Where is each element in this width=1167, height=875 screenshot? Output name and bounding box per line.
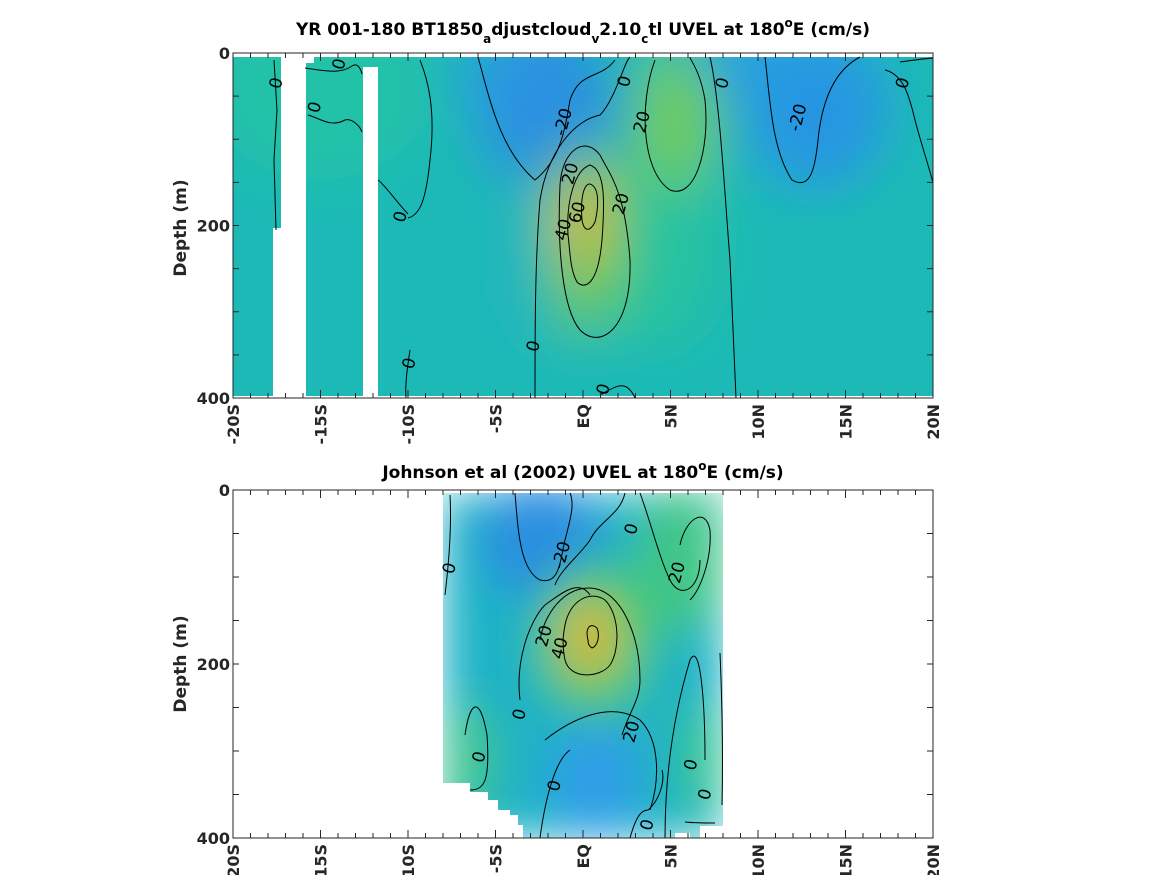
contour-label: 0 (621, 521, 643, 537)
x-tick-label: 20N (924, 404, 943, 440)
panel-2-title: Johnson et al (2002) UVEL at 180oE (cm/s… (381, 459, 783, 483)
x-tick-label: -5S (487, 844, 506, 873)
panel-1-contours (273, 56, 933, 398)
x-tick-label: -20S (224, 404, 243, 444)
x-tick-label: 15N (837, 844, 856, 875)
panel-2-axes: -20S -15S -10S -5S EQ 5N 10N 15N 20N 0 200 400 (197, 481, 943, 875)
x-tick-label: -15S (312, 844, 331, 875)
panel-1-y-axis-label: Depth (m) (171, 179, 191, 276)
x-tick-label: -20S (224, 844, 243, 875)
contour-label: 0 (544, 778, 566, 794)
x-tick-label: 10N (749, 404, 768, 440)
panel-2-y-axis-label: Depth (m) (171, 615, 191, 712)
panel-2-heatmap (233, 490, 933, 838)
x-tick-label: 15N (837, 404, 856, 440)
y-tick-label: 400 (197, 389, 230, 408)
contour-label: 0 (439, 560, 461, 576)
panel-2-contours (444, 492, 723, 838)
x-tick-label: -15S (312, 404, 331, 444)
x-tick-label: -10S (399, 844, 418, 875)
x-tick-label: 10N (749, 844, 768, 875)
contour-label: 0 (399, 356, 421, 372)
contour-label: 0 (469, 749, 491, 765)
contour-label: 0 (694, 787, 716, 803)
contour-label: 0 (304, 100, 326, 116)
y-tick-label: 400 (197, 829, 230, 848)
y-tick-label: 200 (197, 217, 230, 236)
panel-1: YR 001-180 BT1850adjustcloudv2.10ctl UVE… (171, 16, 943, 444)
x-tick-label: 5N (662, 844, 681, 869)
x-tick-label: EQ (574, 844, 593, 869)
y-tick-label: 0 (219, 481, 230, 500)
contour-label: 0 (523, 338, 545, 354)
contour-label: 0 (614, 74, 636, 90)
panel-1-heatmap (233, 53, 933, 398)
x-tick-label: -5S (487, 404, 506, 433)
contour-label: 0 (712, 75, 734, 91)
contour-label: 0 (680, 757, 702, 773)
contour-label: 0 (892, 75, 914, 91)
x-tick-label: 20N (924, 844, 943, 875)
contour-label: 0 (637, 817, 659, 833)
contour-label: 0 (329, 56, 351, 72)
panel-2: Johnson et al (2002) UVEL at 180oE (cm/s… (171, 459, 943, 875)
x-tick-label: 5N (662, 404, 681, 429)
contour-label: 0 (593, 382, 615, 398)
contour-label: 0 (390, 209, 412, 225)
panel-1-title: YR 001-180 BT1850adjustcloudv2.10ctl UVE… (295, 16, 870, 46)
x-tick-label: EQ (574, 404, 593, 429)
contour-label: 0 (266, 75, 288, 91)
y-tick-label: 0 (219, 44, 230, 63)
panel-1-axes: -20S -15S -10S -5S EQ 5N 10N 15N 20N 0 200 400 (197, 44, 943, 444)
x-tick-label: -10S (399, 404, 418, 444)
y-tick-label: 200 (197, 655, 230, 674)
contour-label: 0 (509, 707, 531, 723)
